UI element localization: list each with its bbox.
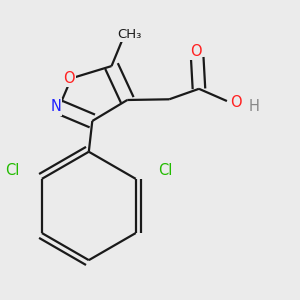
Text: CH₃: CH₃ xyxy=(117,28,141,41)
Text: O: O xyxy=(190,44,201,59)
Text: O: O xyxy=(230,95,242,110)
Text: N: N xyxy=(50,100,61,115)
Text: Cl: Cl xyxy=(5,163,19,178)
Text: O: O xyxy=(63,71,74,86)
Text: H: H xyxy=(248,99,259,114)
Text: Cl: Cl xyxy=(158,163,173,178)
